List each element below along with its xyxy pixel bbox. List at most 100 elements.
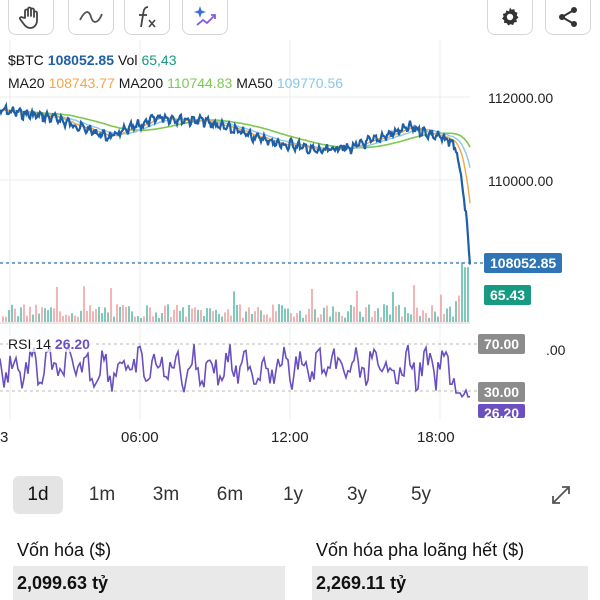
volume-bar: [221, 316, 223, 322]
volume-bar: [71, 313, 73, 322]
ma50-line: [0, 108, 471, 168]
indicator-button[interactable]: [124, 0, 170, 35]
timeframe-1y[interactable]: 1y: [282, 484, 304, 505]
fullscreen-button[interactable]: [546, 480, 576, 510]
volume-bar: [143, 316, 145, 322]
rsi-value: 26.20: [54, 336, 90, 352]
volume-bar: [362, 316, 364, 322]
volume-bar: [266, 314, 268, 322]
volume-bar: [215, 310, 217, 322]
volume-bar: [107, 312, 109, 322]
volume-bar: [410, 314, 412, 322]
market-cap-label: Vốn hóa ($): [17, 540, 112, 560]
volume-bar: [83, 286, 85, 322]
volume-bar: [455, 301, 457, 322]
volume-bar: [416, 307, 418, 322]
volume-bar: [431, 305, 433, 322]
volume-bar: [404, 307, 406, 322]
volume-bar: [191, 308, 193, 322]
ma200-line: [0, 108, 471, 149]
volume-bar: [86, 310, 88, 322]
expand-icon: [552, 486, 570, 504]
volume-bar: [296, 313, 298, 322]
volume-bar: [23, 304, 25, 322]
timeframe-1d[interactable]: 1d: [13, 476, 63, 514]
hidden-price-tick: .00: [546, 342, 566, 358]
volume-bar: [317, 317, 319, 322]
settings-button[interactable]: [487, 0, 533, 35]
ma50-label: MA50: [236, 75, 273, 91]
volume-bar: [14, 308, 16, 322]
volume-bar: [161, 313, 163, 322]
volume-bar: [386, 305, 388, 322]
rsi-upper-tag: 70.00: [478, 334, 526, 354]
share-button[interactable]: [545, 0, 591, 35]
volume-bar: [380, 317, 382, 322]
wave-icon: [79, 11, 103, 23]
timeframe-3y[interactable]: 3y: [346, 484, 368, 505]
volume-bar: [149, 307, 151, 322]
volume-bar: [269, 317, 271, 322]
volume-bar: [254, 311, 256, 322]
volume-bar: [353, 306, 355, 322]
volume-bar: [344, 317, 346, 322]
rsi-lower-tag: 30.00: [478, 382, 526, 402]
volume-bar: [11, 304, 13, 322]
volume-bar: [260, 310, 262, 322]
volume-bar: [443, 313, 445, 322]
fdv-label: Vốn hóa pha loãng hết ($): [316, 540, 525, 560]
market-cap-value: 2,099.63 tỷ: [13, 566, 285, 600]
price-line: [0, 101, 472, 265]
volume-bar: [35, 304, 37, 322]
ma50-value: 109770.56: [276, 75, 344, 91]
volume-bar: [65, 314, 67, 322]
volume-bar: [26, 315, 28, 322]
volume-bar: [419, 315, 421, 322]
fdv-value: 2,269.11 tỷ: [312, 566, 588, 600]
volume-bar: [44, 308, 46, 322]
volume-bar: [323, 307, 325, 322]
volume-bar: [56, 286, 58, 322]
ma20-value: 108743.77: [48, 75, 115, 91]
time-label-1200: 12:00: [271, 429, 309, 446]
hand-tool-button[interactable]: [8, 0, 54, 35]
volume-bar: [38, 313, 40, 322]
volume-bar: [185, 316, 187, 322]
timeframe-1m[interactable]: 1m: [88, 484, 116, 505]
timeframe-6m[interactable]: 6m: [216, 484, 244, 505]
volume-bar: [278, 304, 280, 322]
ai-chart-button[interactable]: [182, 0, 228, 35]
volume-bar: [77, 316, 79, 322]
ma20-label: MA20: [8, 75, 45, 91]
volume-bar: [467, 267, 469, 322]
volume-bar: [398, 304, 400, 322]
volume-bar: [155, 312, 157, 322]
volume-bar: [137, 316, 139, 322]
volume-bar: [29, 306, 31, 322]
volume-bar: [263, 314, 265, 322]
volume-bar: [242, 317, 244, 322]
volume-bar: [170, 317, 172, 322]
volume-bar: [290, 313, 292, 322]
volume-bar: [110, 288, 112, 322]
volume-bar: [311, 288, 313, 322]
volume-bar: [47, 310, 49, 322]
volume-bar: [158, 317, 160, 322]
volume-bar: [446, 308, 448, 322]
volume-bar: [32, 314, 34, 322]
timeframe-5y[interactable]: 5y: [410, 484, 432, 505]
timeframe-3m[interactable]: 3m: [152, 484, 180, 505]
volume-bar: [425, 312, 427, 322]
volume-bar: [326, 305, 328, 322]
volume-bar: [236, 304, 238, 322]
volume-bar: [53, 308, 55, 322]
volume-bar: [197, 309, 199, 322]
price-value: 108052.85: [47, 52, 114, 68]
volume-bar: [461, 262, 463, 322]
trendline-tool-button[interactable]: [68, 0, 114, 35]
rsi-label: RSI: [8, 336, 32, 352]
volume-bar: [305, 314, 307, 322]
vol-label: Vol: [117, 52, 138, 68]
volume-bar: [239, 304, 241, 322]
volume-bar: [287, 308, 289, 322]
